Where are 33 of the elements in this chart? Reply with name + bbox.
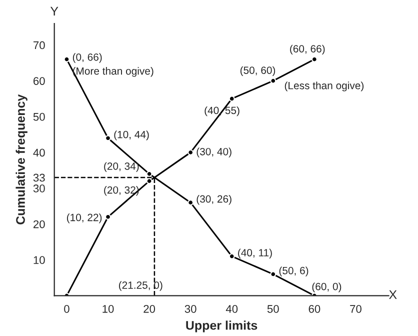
annotation: (30, 26) <box>196 195 232 205</box>
annotation: (20, 34) <box>104 162 139 172</box>
x-tick-label: 0 <box>64 305 70 313</box>
annotation: (50, 6) <box>279 266 308 276</box>
y-tick-label: 33 <box>33 174 45 182</box>
text: X <box>389 290 397 299</box>
y-tick-label: 60 <box>34 77 45 85</box>
annotation: (0, 66) <box>72 53 102 63</box>
annotation: (50, 60) <box>240 66 276 76</box>
annotation: (40, 11) <box>238 248 272 258</box>
y-tick-label: 40 <box>33 148 45 157</box>
x-tick-label: 10 <box>102 305 114 313</box>
annotation: (40, 55) <box>204 106 240 116</box>
y-tick-label: 30 <box>33 184 45 192</box>
annotation: (10, 44) <box>114 130 149 140</box>
y-tick-label: 50 <box>33 112 45 121</box>
text: Y <box>50 6 58 16</box>
y-tick-label: 70 <box>34 41 45 50</box>
x-tick-label: 40 <box>226 305 238 313</box>
annotation: (60, 66) <box>290 44 325 55</box>
y-tick-label: 20 <box>34 220 45 228</box>
annotation: (30, 40) <box>196 148 232 158</box>
x-tick-label: 20 <box>144 305 156 313</box>
x-tick-label: 30 <box>184 305 196 313</box>
x-axis-title: Upper limits <box>186 320 258 332</box>
annotation: (60, 0) <box>312 282 342 292</box>
x-tick-label: 50 <box>267 305 279 313</box>
y-tick-label: 10 <box>34 256 45 264</box>
annotation: (10, 22) <box>66 214 102 224</box>
x-tick-label: 70 <box>350 305 362 313</box>
annotation: (Less than ogive) <box>284 82 364 92</box>
y-axis-title: Cumulative frequency <box>16 94 28 224</box>
x-tick-label: 60 <box>308 305 320 313</box>
